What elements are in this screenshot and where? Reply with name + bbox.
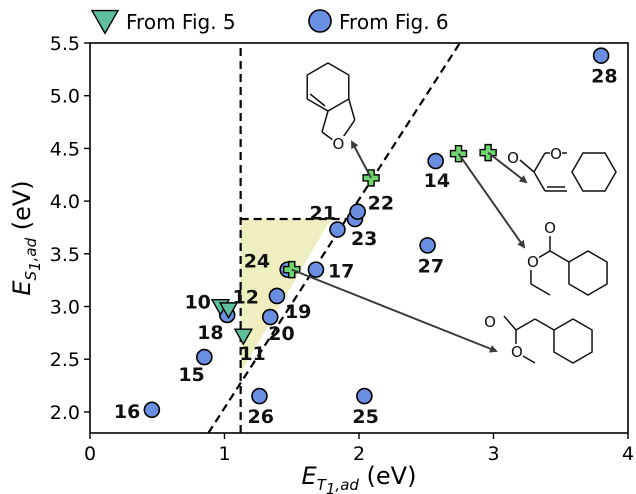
isocoumarin-structure: OO (526, 219, 608, 296)
x-axis-label: ET1,ad (eV) (302, 462, 417, 494)
benzene-ring (553, 318, 593, 364)
y-tick-label: 3.5 (50, 244, 80, 266)
scatter-point (143, 401, 161, 419)
point-label: 22 (368, 193, 394, 215)
y-tick-label: 4.0 (50, 191, 80, 213)
scatter-point (268, 287, 286, 305)
y-tick-label: 2.5 (50, 349, 80, 371)
benzene-ring (306, 62, 350, 112)
isochromenone-structure: OO (484, 313, 593, 364)
x-tick-label: 0 (84, 443, 96, 465)
point-label: 23 (351, 228, 377, 250)
legend-marker-fig6 (308, 9, 332, 33)
x-tick-label: 4 (622, 443, 634, 465)
point-label: 17 (328, 261, 354, 283)
legend-marker-fig5 (90, 9, 120, 35)
oxygen-atom-label: O (527, 253, 539, 271)
point-label: 16 (114, 401, 140, 423)
x-tick-label: 3 (487, 443, 499, 465)
scatter-point (196, 348, 213, 366)
oxygen-atom-label: O (332, 135, 344, 153)
legend-label-fig6: From Fig. 6 (339, 10, 449, 34)
point-label: 19 (285, 301, 311, 323)
y-tick-label: 5.0 (50, 86, 80, 108)
y-tick-label: 4.5 (50, 138, 80, 160)
scatter-point (329, 221, 346, 238)
scatter-point (251, 387, 268, 405)
scatter-point (218, 302, 239, 320)
point-label: 25 (352, 406, 378, 428)
point-label: 21 (309, 203, 335, 225)
legend: From Fig. 5 From Fig. 6 (90, 9, 449, 35)
point-label: 15 (178, 364, 204, 386)
data-points (143, 47, 610, 419)
scatter-point (349, 203, 366, 220)
scatter-point (233, 328, 254, 346)
coumarin-structure: OO (507, 145, 617, 192)
point-label: 24 (244, 251, 270, 273)
isobenzofuran-structure: O (306, 62, 356, 153)
oxygen-atom-label: O (544, 219, 556, 237)
legend-label-fig5: From Fig. 5 (126, 10, 236, 34)
point-label: 27 (418, 255, 444, 277)
oxygen-atom-label: O (511, 343, 523, 361)
point-label: 10 (184, 292, 210, 314)
shaded-region (240, 219, 331, 373)
arrow-to-coumarin (487, 151, 528, 184)
oxygen-atom-label: O (484, 313, 496, 331)
point-label: 18 (197, 322, 223, 344)
point-label: 20 (268, 323, 294, 345)
arrow-to-isobenzofuran (351, 140, 372, 179)
oxygen-atom-label: O (507, 149, 519, 167)
scatter-point (592, 47, 610, 64)
scatter-point (261, 308, 279, 326)
scatter-point (356, 387, 373, 405)
y-axis-label: ES1,ad (eV) (8, 180, 44, 295)
benzene-ring (571, 152, 617, 192)
oxygen-atom-label: O (550, 145, 562, 163)
point-label: 28 (591, 66, 617, 88)
point-label: 14 (424, 170, 450, 192)
arrow-to-isocoumarin (457, 153, 526, 249)
plot-area (143, 43, 610, 433)
point-label: 26 (247, 406, 273, 428)
arrow-to-isochromenone (291, 268, 498, 353)
scatter-point (427, 152, 444, 170)
scatter-point (362, 169, 380, 187)
y-tick-label: 3.0 (50, 297, 80, 319)
y-tick-label: 2.0 (50, 402, 80, 424)
x-tick-label: 2 (353, 443, 365, 465)
y-tick-label: 5.5 (50, 33, 80, 55)
scatter-point (307, 261, 325, 278)
x-tick-label: 1 (218, 443, 230, 465)
benzene-ring (568, 250, 608, 296)
point-label: 11 (239, 343, 265, 365)
scatter-point (419, 237, 436, 254)
point-label: 12 (233, 287, 259, 309)
